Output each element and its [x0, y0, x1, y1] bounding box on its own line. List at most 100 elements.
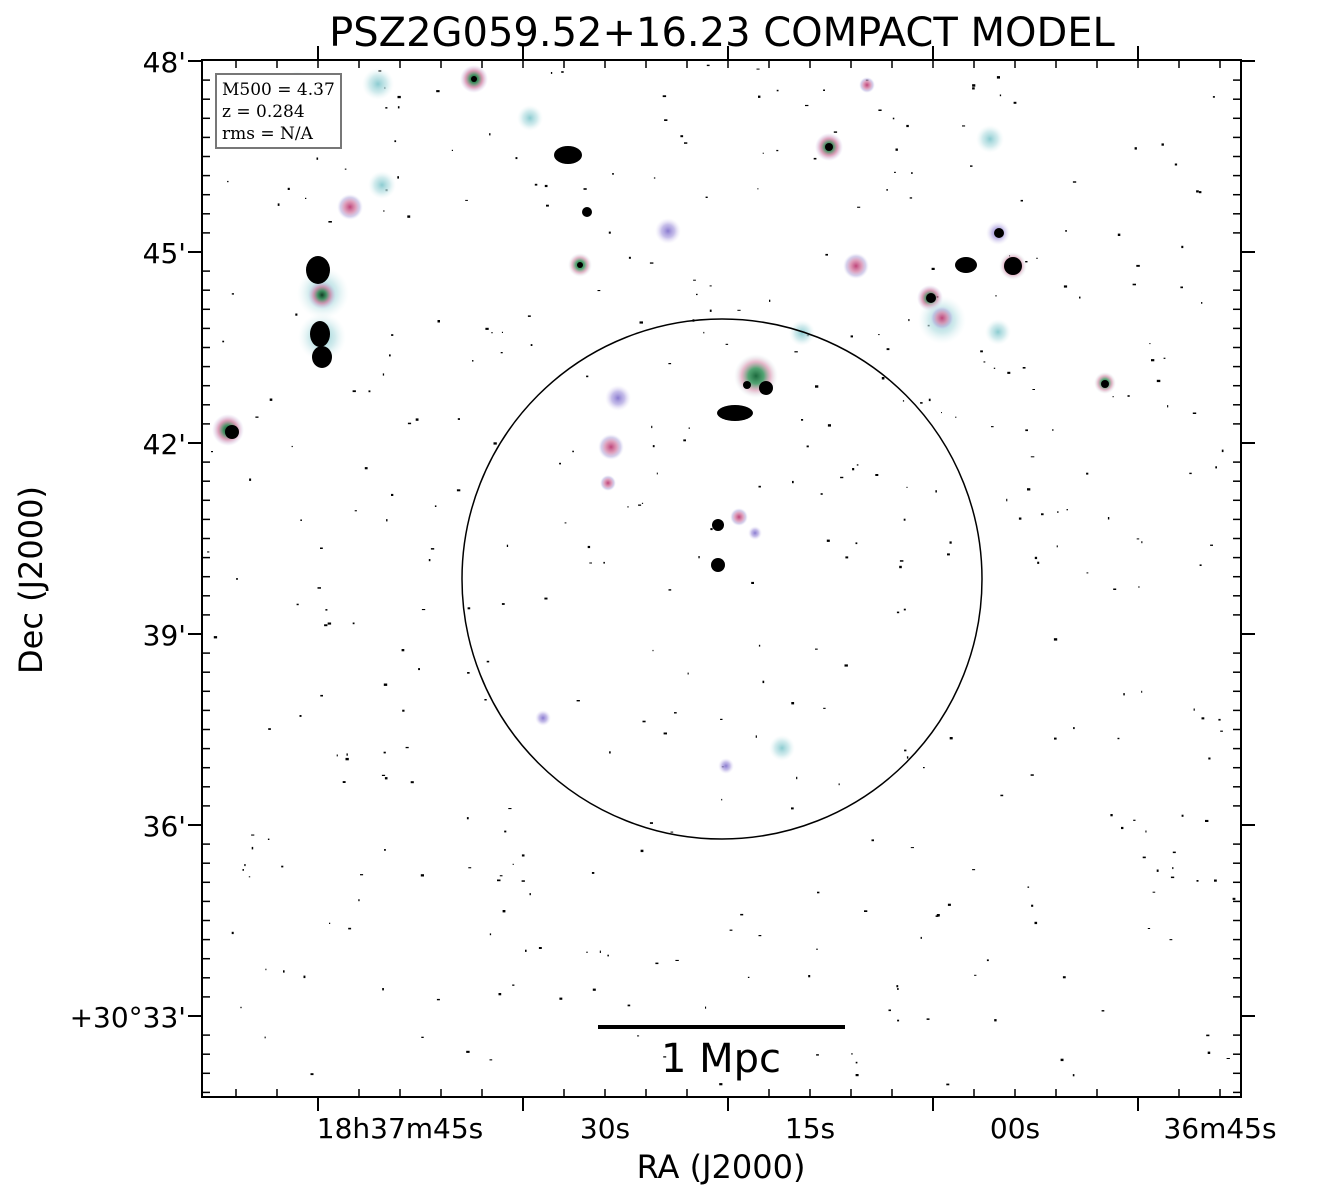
noise-speck [599, 950, 601, 953]
info-box [215, 73, 342, 149]
noise-speck [559, 997, 563, 1000]
noise-speck [906, 756, 909, 759]
noise-speck [465, 199, 468, 201]
noise-speck [641, 502, 644, 504]
noise-speck [1199, 564, 1202, 566]
noise-speck [491, 332, 493, 334]
noise-speck [1032, 389, 1035, 390]
noise-speck [806, 445, 809, 448]
noise-speck [1167, 405, 1169, 408]
noise-speck [295, 313, 298, 316]
noise-speck [857, 206, 861, 208]
y-tick-label: 45' [143, 237, 186, 270]
scale-bar-label: 1 Mpc [661, 1036, 781, 1082]
noise-speck [892, 117, 895, 120]
noise-speck [757, 188, 759, 190]
noise-speck [530, 344, 533, 346]
noise-speck [761, 1058, 765, 1061]
noise-speck [949, 737, 953, 740]
noise-speck [747, 976, 750, 978]
noise-speck [386, 519, 388, 522]
noise-speck [1079, 296, 1081, 299]
noise-speck [1196, 190, 1199, 193]
noise-speck [407, 215, 411, 218]
noise-speck [300, 519, 302, 521]
noise-speck [213, 636, 218, 639]
noise-speck [587, 545, 591, 549]
noise-speck [344, 168, 347, 170]
noise-speck [972, 84, 976, 87]
noise-speck [878, 109, 882, 111]
noise-speck [794, 351, 798, 353]
noise-speck [903, 518, 906, 521]
noise-speck [1121, 826, 1124, 830]
noise-speck [844, 664, 848, 667]
info-mass: M500 = 4.37 [222, 80, 335, 100]
noise-speck [391, 493, 394, 496]
noise-speck [1027, 488, 1031, 491]
noise-speck [436, 90, 440, 93]
figure-title: PSZ2G059.52+16.23 COMPACT MODEL [329, 10, 1115, 56]
noise-speck [923, 767, 925, 769]
source-halo [769, 735, 795, 761]
noise-speck [886, 189, 888, 191]
noise-speck [207, 551, 210, 553]
noise-speck [947, 553, 950, 556]
noise-speck [762, 680, 765, 684]
y-tick-label: +30°33' [70, 1001, 186, 1034]
noise-speck [534, 183, 538, 186]
noise-speck [709, 285, 712, 287]
noise-speck [663, 1056, 667, 1058]
noise-speck [352, 390, 356, 393]
noise-speck [719, 1083, 723, 1086]
noise-speck [561, 71, 564, 73]
noise-speck [705, 196, 708, 198]
noise-speck [329, 922, 331, 924]
noise-speck [980, 350, 983, 353]
noise-speck [410, 781, 414, 784]
noise-speck [902, 400, 905, 402]
noise-speck [383, 210, 385, 212]
noise-speck [467, 672, 470, 674]
noise-speck [725, 343, 729, 345]
noise-speck [670, 831, 674, 833]
noise-speck [418, 668, 420, 671]
source-halo [748, 526, 762, 540]
noise-speck [489, 933, 492, 936]
noise-speck [316, 157, 319, 160]
noise-speck [240, 1006, 242, 1009]
noise-speck [698, 556, 700, 559]
noise-speck [762, 152, 764, 154]
noise-speck [823, 707, 826, 709]
noise-speck [1022, 367, 1026, 369]
info-redshift: z = 0.284 [222, 102, 305, 122]
noise-speck [583, 188, 587, 190]
noise-speck [1110, 814, 1113, 817]
noise-speck [527, 315, 531, 317]
noise-speck [586, 375, 589, 378]
noise-speck [1136, 538, 1140, 540]
y-tick-label: 42' [143, 428, 186, 461]
source-halos [212, 65, 1116, 774]
noise-speck [538, 947, 542, 949]
noise-speck [493, 442, 497, 445]
noise-speck [407, 422, 412, 425]
noise-speck [1152, 891, 1156, 893]
noise-speck [845, 556, 849, 559]
noise-speck [962, 125, 966, 127]
noise-speck [649, 822, 653, 824]
noise-speck [211, 451, 213, 453]
noise-speck [709, 1045, 711, 1048]
noise-speck [721, 798, 723, 801]
noise-speck [603, 561, 605, 564]
source-halo [598, 434, 624, 460]
noise-speck [705, 1006, 707, 1009]
noise-speck [420, 874, 424, 877]
noise-speck [345, 757, 349, 761]
noise-speck [281, 865, 284, 868]
noise-speck [813, 157, 817, 160]
noise-speck [1232, 897, 1236, 900]
noise-speck [1210, 544, 1213, 546]
noise-speck [687, 672, 689, 675]
noise-speck [911, 172, 913, 174]
